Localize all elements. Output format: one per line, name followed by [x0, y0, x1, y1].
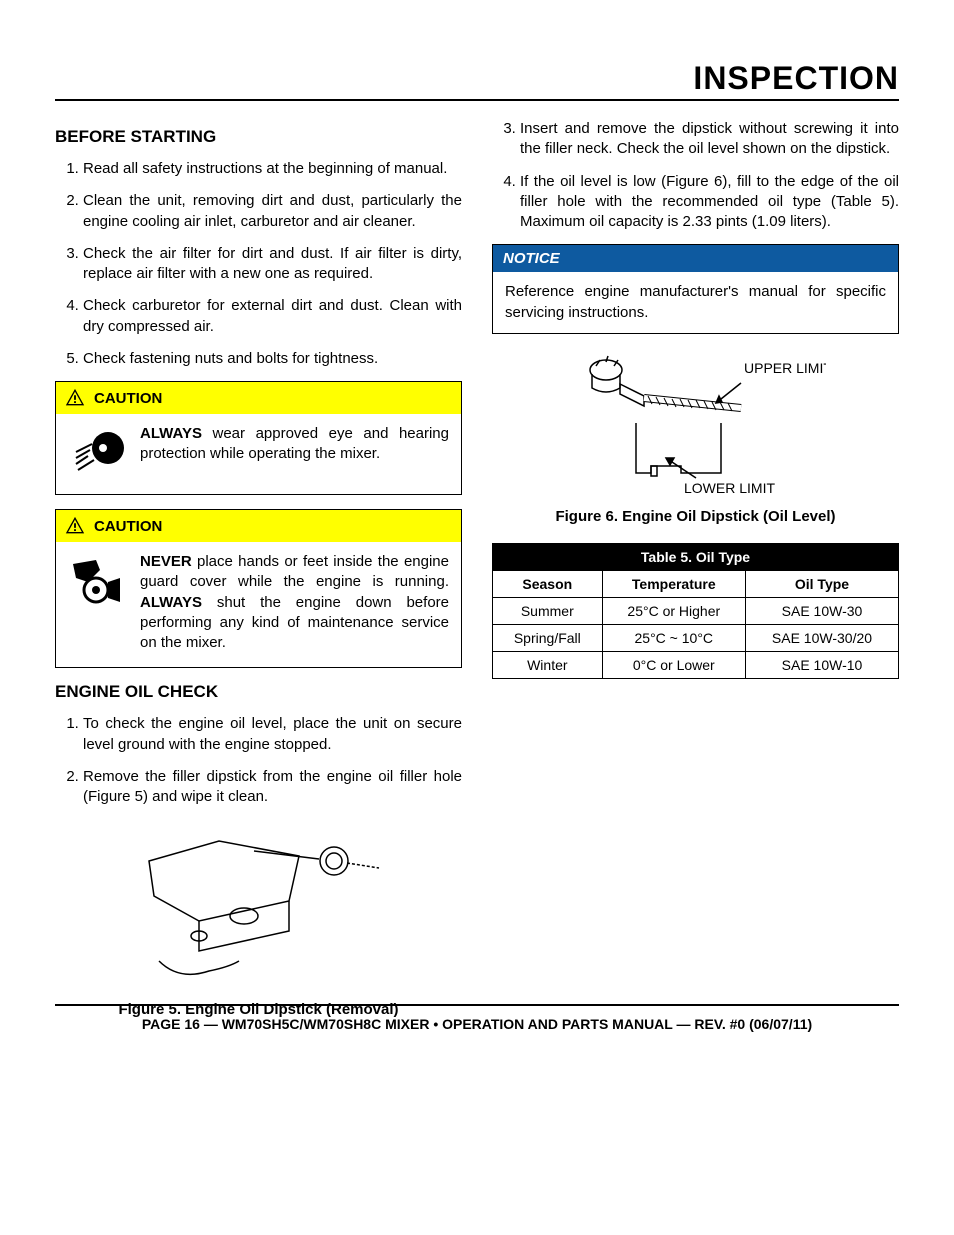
list-item: Check carburetor for external dirt and d…	[83, 296, 462, 337]
before-starting-list: Read all safety instructions at the begi…	[55, 159, 462, 369]
notice-label: NOTICE	[493, 245, 898, 272]
table-col-header: Temperature	[602, 570, 745, 597]
table-title: Table 5. Oil Type	[493, 543, 899, 570]
oil-check-list-cont: Insert and remove the dipstick without s…	[492, 119, 899, 232]
hand-hazard-icon	[68, 552, 128, 608]
never-word: NEVER	[140, 553, 192, 570]
table-cell: Spring/Fall	[493, 624, 603, 651]
list-item: If the oil level is low (Figure 6), fill…	[520, 172, 899, 233]
before-starting-heading: BEFORE STARTING	[55, 127, 462, 147]
page-footer: PAGE 16 — WM70SH5C/WM70SH8C MIXER • OPER…	[55, 1004, 899, 1032]
list-item: Insert and remove the dipstick without s…	[520, 119, 899, 160]
list-item: Clean the unit, removing dirt and dust, …	[83, 191, 462, 232]
notice-text: Reference engine manufacturer's manual f…	[493, 272, 898, 333]
figure-6: UPPER LIMIT LOWER LIMIT Figure 6. Engine…	[492, 348, 899, 525]
page-title: INSPECTION	[55, 60, 899, 101]
caution-box-2: CAUTION NEVER place hands or feet inside…	[55, 509, 462, 668]
table-cell: SAE 10W-30	[745, 597, 898, 624]
caution-text: ALWAYS wear approved eye and hearing pro…	[140, 424, 449, 480]
dipstick-level-illustration: UPPER LIMIT LOWER LIMIT	[566, 348, 826, 498]
warning-triangle-icon	[64, 387, 86, 409]
caution-text: NEVER place hands or feet inside the eng…	[140, 552, 449, 653]
table-row: Winter 0°C or Lower SAE 10W-10	[493, 651, 899, 678]
caution-header: CAUTION	[56, 510, 461, 542]
ppe-icon	[68, 424, 128, 480]
oil-check-list: To check the engine oil level, place the…	[55, 714, 462, 807]
table-cell: Winter	[493, 651, 603, 678]
table-row: Summer 25°C or Higher SAE 10W-30	[493, 597, 899, 624]
list-item: To check the engine oil level, place the…	[83, 714, 462, 755]
caution-label: CAUTION	[94, 390, 162, 407]
table-cell: SAE 10W-10	[745, 651, 898, 678]
caution-header: CAUTION	[56, 382, 461, 414]
right-column: Insert and remove the dipstick without s…	[492, 119, 899, 1036]
table-cell: Summer	[493, 597, 603, 624]
list-item: Check fastening nuts and bolts for tight…	[83, 349, 462, 369]
list-item: Remove the filler dipstick from the engi…	[83, 767, 462, 808]
caution-box-1: CAUTION ALWAYS wear approved eye and hea…	[55, 381, 462, 495]
list-item: Read all safety instructions at the begi…	[83, 159, 462, 179]
table-col-header: Season	[493, 570, 603, 597]
left-column: BEFORE STARTING Read all safety instruct…	[55, 119, 462, 1036]
table-col-header: Oil Type	[745, 570, 898, 597]
caution-label: CAUTION	[94, 518, 162, 535]
table-cell: 25°C or Higher	[602, 597, 745, 624]
always-word: ALWAYS	[140, 594, 202, 611]
table-cell: SAE 10W-30/20	[745, 624, 898, 651]
figure-6-caption: Figure 6. Engine Oil Dipstick (Oil Level…	[492, 508, 899, 525]
notice-box: NOTICE Reference engine manufacturer's m…	[492, 244, 899, 334]
warning-triangle-icon	[64, 515, 86, 537]
oil-type-table: Table 5. Oil Type Season Temperature Oil…	[492, 543, 899, 679]
engine-oil-heading: ENGINE OIL CHECK	[55, 682, 462, 702]
list-item: Check the air filter for dirt and dust. …	[83, 244, 462, 285]
upper-limit-label: UPPER LIMIT	[744, 360, 826, 376]
table-row: Spring/Fall 25°C ~ 10°C SAE 10W-30/20	[493, 624, 899, 651]
content-columns: BEFORE STARTING Read all safety instruct…	[55, 119, 899, 1036]
figure-5: Figure 5. Engine Oil Dipstick (Removal)	[55, 821, 462, 1018]
always-word: ALWAYS	[140, 425, 202, 442]
table-cell: 0°C or Lower	[602, 651, 745, 678]
dipstick-removal-illustration	[129, 821, 389, 991]
table-cell: 25°C ~ 10°C	[602, 624, 745, 651]
lower-limit-label: LOWER LIMIT	[684, 480, 775, 496]
